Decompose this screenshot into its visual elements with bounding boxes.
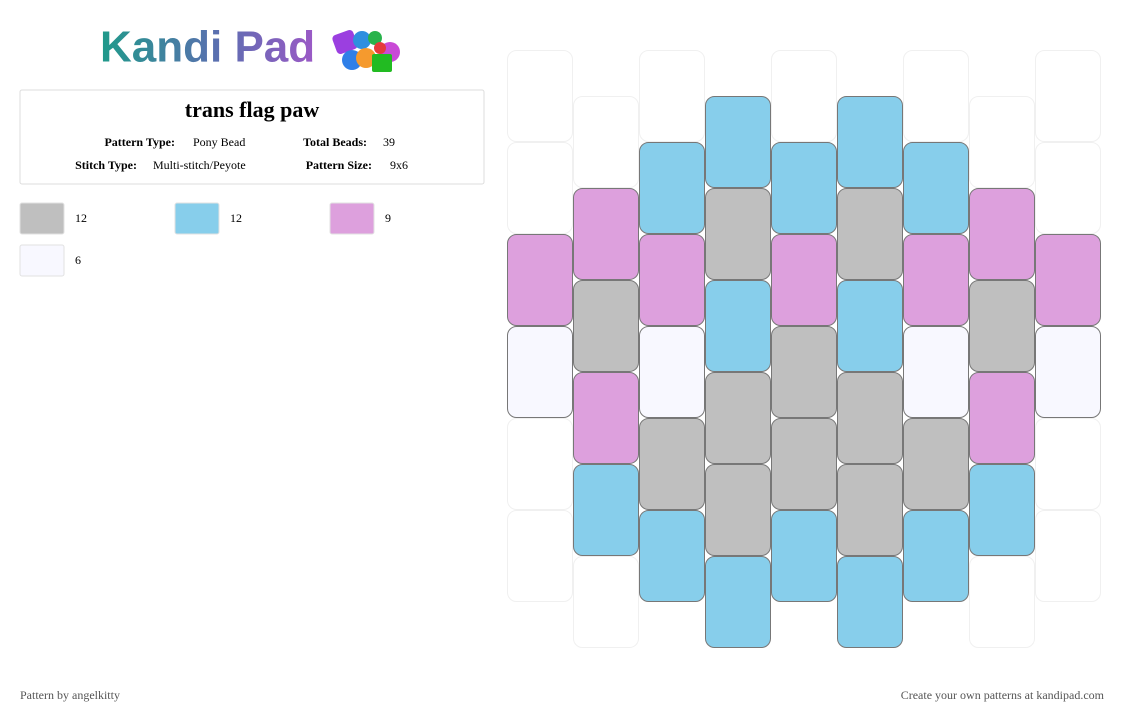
empty-bead [969,556,1035,648]
color-swatch [174,202,220,235]
detail-label: Pattern Size: [306,158,372,172]
empty-bead [1035,510,1101,602]
bead [1035,234,1101,326]
color-swatch [19,202,65,235]
empty-bead [507,418,573,510]
bead [837,96,903,188]
bead [969,188,1035,280]
bead [573,280,639,372]
bead [903,510,969,602]
bead [771,142,837,234]
bead [903,142,969,234]
credit: Pattern by angelkitty [20,688,120,702]
empty-bead [1035,418,1101,510]
bead [705,188,771,280]
detail-value: Pony Bead [193,135,245,149]
empty-bead [573,556,639,648]
bead [837,280,903,372]
bead [639,326,705,418]
bead [837,372,903,464]
detail-value: 39 [383,135,395,149]
empty-bead [639,50,705,142]
empty-bead [573,96,639,188]
bead [705,280,771,372]
bead [837,464,903,556]
color-count: 12 [230,211,242,225]
bead [903,418,969,510]
color-swatch [329,202,375,235]
pattern-title: trans flag paw [185,97,320,122]
logo[interactable]: Kandi Pad [100,23,315,72]
color-count: 9 [385,211,391,225]
bead [969,280,1035,372]
color-swatch [19,244,65,277]
bead [771,418,837,510]
bead [1035,326,1101,418]
bead [573,464,639,556]
bead [837,556,903,648]
bead [639,510,705,602]
empty-bead [507,510,573,602]
bead [705,372,771,464]
bead [507,326,573,418]
empty-bead [1035,142,1101,234]
bead [639,418,705,510]
empty-bead [771,50,837,142]
detail-value: Multi-stitch/Peyote [153,158,246,172]
empty-bead [969,96,1035,188]
info-box [19,89,485,185]
bead [639,142,705,234]
bead [771,234,837,326]
logo-beads [332,29,400,72]
detail-label: Pattern Type: [104,135,175,149]
color-count: 6 [75,253,81,267]
empty-bead [507,50,573,142]
bead [969,464,1035,556]
detail-label: Stitch Type: [75,158,137,172]
bead [903,326,969,418]
bead [705,464,771,556]
bead [903,234,969,326]
bead [507,234,573,326]
empty-bead [903,50,969,142]
bead [705,556,771,648]
bead [837,188,903,280]
bead [705,96,771,188]
bead [771,326,837,418]
footer-link[interactable]: Create your own patterns at kandipad.com [901,688,1105,702]
bead [771,510,837,602]
detail-value: 9x6 [390,158,408,172]
empty-bead [1035,50,1101,142]
empty-bead [507,142,573,234]
bead [573,188,639,280]
detail-label: Total Beads: [303,135,367,149]
color-count: 12 [75,211,87,225]
bead [969,372,1035,464]
bead [573,372,639,464]
bead [639,234,705,326]
